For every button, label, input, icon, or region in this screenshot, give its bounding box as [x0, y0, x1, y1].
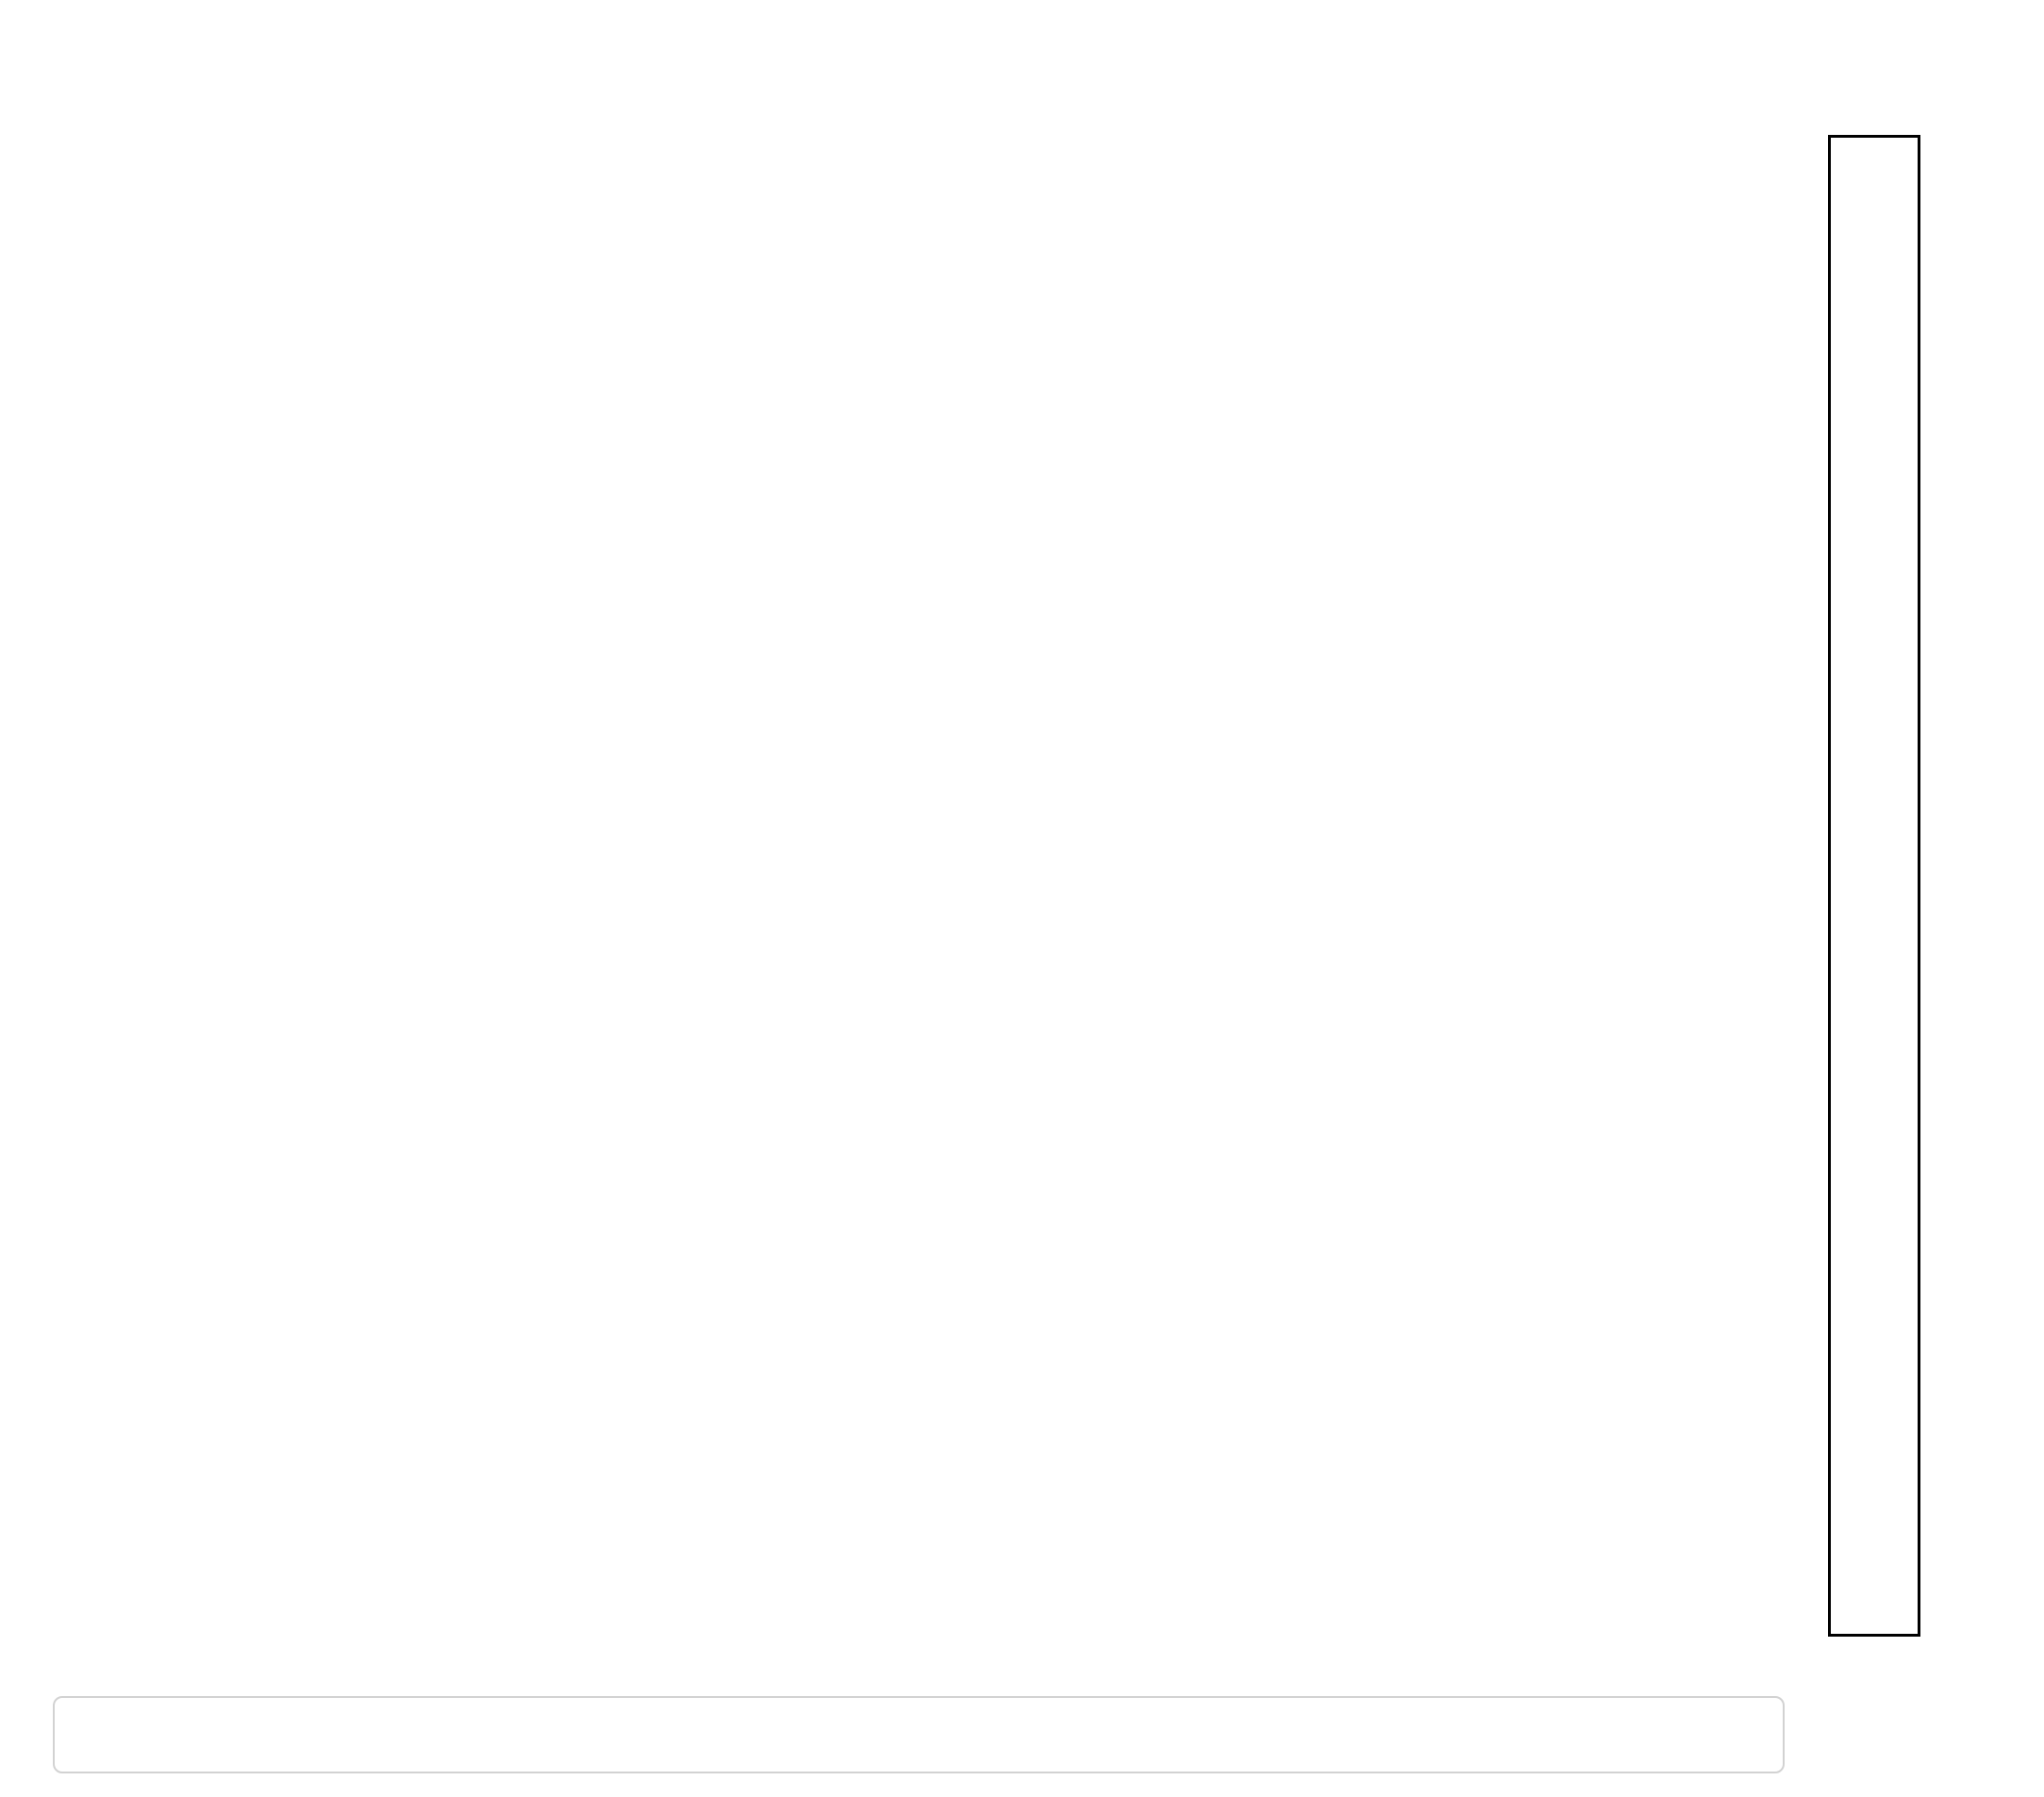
colorbar-gradient: [1831, 138, 1918, 1634]
colorbar: [1828, 135, 1920, 1637]
depth-contour-legend: [53, 1696, 1785, 1773]
sst-heatmap-canvas: [151, 135, 434, 276]
